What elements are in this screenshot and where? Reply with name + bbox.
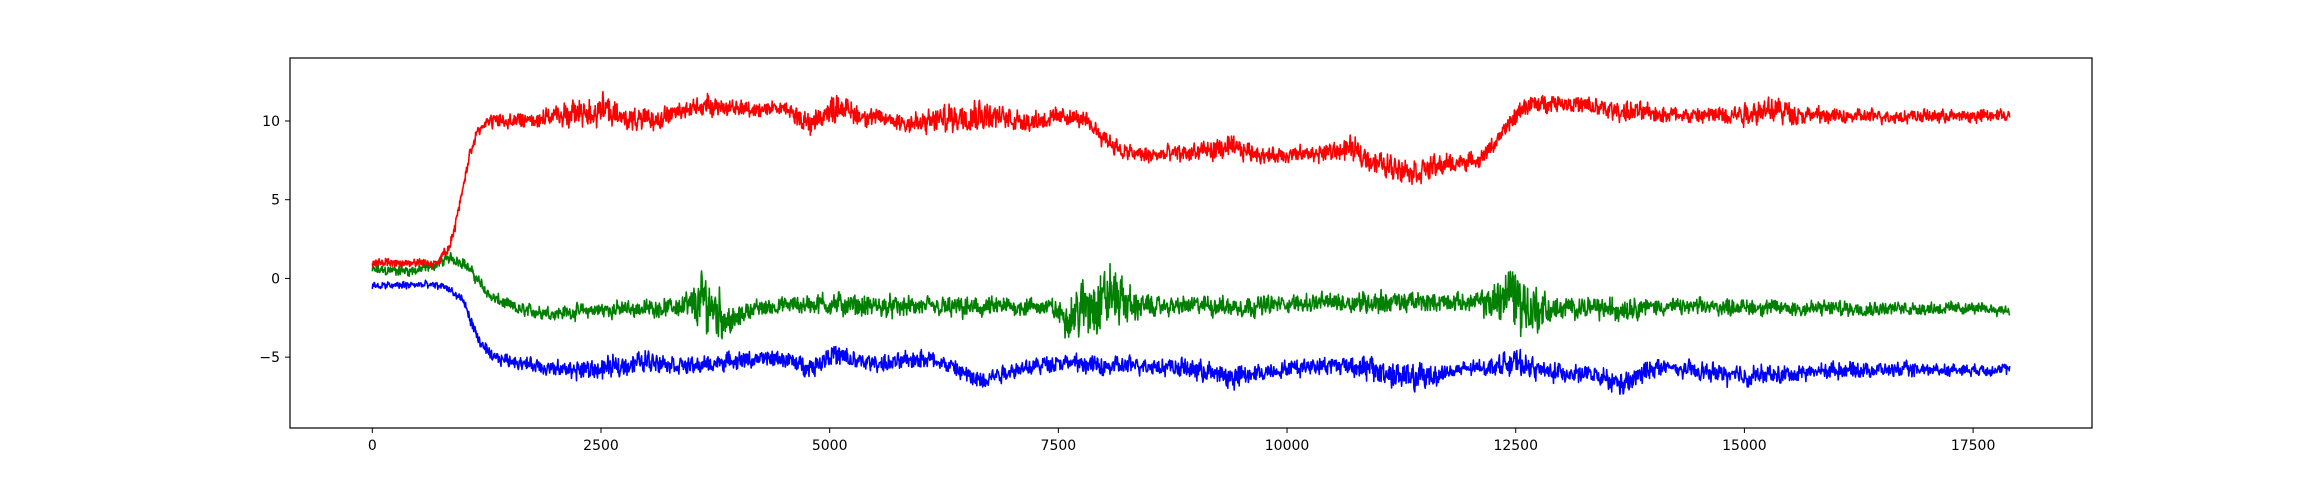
- y-tick-label: 5: [271, 193, 280, 209]
- x-tick-label: 5000: [812, 438, 848, 454]
- series-line-1: [371, 251, 2011, 340]
- series-line-0: [371, 90, 2011, 269]
- series-line-2: [371, 279, 2011, 395]
- plot-frame: [289, 57, 2093, 429]
- y-tick-label: 0: [271, 271, 280, 287]
- series-layer: [371, 90, 2011, 395]
- x-tick-label: 0: [368, 438, 377, 454]
- x-tick-label: 17500: [1951, 438, 1996, 454]
- y-tick-label: −5: [259, 350, 280, 366]
- x-tick-label: 7500: [1041, 438, 1077, 454]
- x-tick-label: 12500: [1493, 438, 1538, 454]
- x-tick-label: 10000: [1265, 438, 1310, 454]
- x-axis: 0 2500 5000 7500 10000 12500 15000 17500: [368, 428, 1995, 454]
- x-tick-label: 15000: [1722, 438, 1767, 454]
- x-tick-label: 2500: [583, 438, 619, 454]
- y-axis: −5 0 5 10: [259, 114, 290, 366]
- y-tick-label: 10: [262, 114, 280, 130]
